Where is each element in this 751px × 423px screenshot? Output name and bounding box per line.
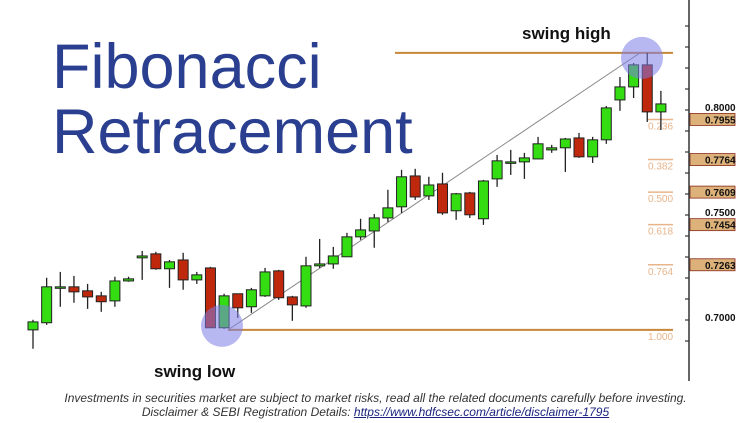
candle-up	[191, 274, 203, 281]
candle-up	[27, 321, 39, 331]
candle-up	[518, 157, 530, 163]
disclaimer-line-1: Investments in securities market are sub…	[64, 391, 687, 405]
disclaimer-line-2: Disclaimer & SEBI Registration Details: …	[0, 405, 751, 419]
candle-up	[655, 103, 667, 113]
candle-down	[68, 286, 80, 293]
candle-up	[314, 263, 326, 267]
swing-low-marker	[201, 304, 243, 347]
candle-up	[450, 193, 462, 212]
candles	[27, 52, 667, 349]
disclaimer-link[interactable]: https://www.hdfcsec.com/article/disclaim…	[353, 405, 610, 419]
fib-price-label: 0.7609	[705, 188, 736, 199]
candle-down	[409, 175, 421, 198]
fib-price-box	[689, 153, 736, 166]
candle-up	[259, 271, 271, 297]
candle-down	[286, 296, 298, 306]
fib-ratio-label: 0.500	[648, 194, 673, 205]
title-line-1: Fibonacci	[52, 32, 322, 102]
fib-price-label: 0.7263	[705, 261, 736, 272]
fib-ratio-label: 0.618	[648, 227, 673, 238]
swing-high-marker	[621, 36, 663, 79]
swing-high-label: swing high	[522, 24, 611, 43]
candle-down	[82, 290, 94, 298]
disclaimer: Investments in securities market are sub…	[0, 391, 751, 419]
candle-up	[477, 180, 489, 220]
candle-up	[41, 286, 53, 324]
candle-up	[341, 236, 353, 258]
candle-down	[437, 183, 448, 214]
fib-ratio-label: 0.764	[648, 267, 673, 278]
candle-up	[396, 176, 408, 208]
candle-up	[54, 286, 66, 289]
fib-price-box	[689, 113, 736, 126]
candle-down	[464, 192, 476, 216]
title-line-2: Retracement	[52, 97, 413, 167]
candle-up	[559, 138, 571, 149]
candle-up	[491, 160, 503, 180]
price-axis: 0.8000 0.7500 0.7000	[685, 0, 736, 381]
candle-up	[614, 86, 626, 101]
candle-up	[505, 161, 517, 164]
candle-down	[95, 295, 107, 303]
candle-up	[300, 265, 312, 307]
fib-ratio-label: 0.382	[648, 162, 673, 173]
fib-price-box	[689, 185, 736, 199]
axis-label: 0.7500	[705, 208, 736, 219]
candle-up	[327, 255, 339, 265]
candle-up	[587, 139, 599, 158]
axis-label: 0.7000	[705, 313, 736, 324]
candle-down	[573, 137, 585, 158]
candle-down	[273, 270, 285, 299]
candle-up	[368, 217, 380, 232]
candle-up	[355, 229, 367, 238]
candle-up	[382, 207, 394, 219]
fib-price-label: 0.7764	[705, 156, 736, 167]
candle-up	[245, 289, 257, 308]
candle-up	[423, 184, 435, 197]
candle-up	[164, 261, 175, 270]
candle-up	[546, 147, 558, 151]
swing-low-label: swing low	[154, 362, 236, 381]
candle-up	[136, 255, 148, 259]
fib-price-label: 0.7454	[705, 221, 736, 232]
candle-down	[150, 253, 162, 270]
candle-down	[177, 259, 189, 281]
disclaimer-prefix: Disclaimer & SEBI Registration Details:	[141, 405, 354, 419]
fib-price-box	[689, 258, 736, 272]
candle-up	[532, 143, 544, 160]
fib-ratio-label: 1.000	[648, 332, 673, 343]
candle-up	[123, 278, 135, 282]
candle-up	[109, 280, 121, 302]
candle-up	[600, 107, 612, 141]
candle-down	[232, 293, 244, 309]
fib-price-box	[689, 218, 736, 232]
axis-label: 0.8000	[705, 103, 736, 114]
fib-price-label: 0.7955	[705, 115, 736, 126]
